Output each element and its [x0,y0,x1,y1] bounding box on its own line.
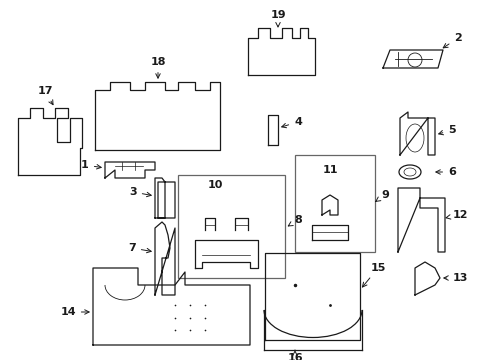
Text: 18: 18 [150,57,166,78]
Text: 15: 15 [363,263,386,287]
Text: 1: 1 [81,160,101,170]
Text: 4: 4 [282,117,302,128]
Bar [178,175,285,278]
Text: 3: 3 [129,187,151,197]
Bar [295,155,375,252]
Text: 7: 7 [128,243,151,253]
Text: 5: 5 [439,125,456,135]
Text: 2: 2 [443,33,462,48]
Text: 14: 14 [60,307,89,317]
Text: 19: 19 [270,10,286,27]
Text: 12: 12 [446,210,468,220]
Text: 16: 16 [287,350,303,360]
Text: 17: 17 [37,86,53,105]
Text: 11: 11 [322,165,338,175]
Text: 10: 10 [207,180,222,190]
Text: 13: 13 [444,273,467,283]
Text: 8: 8 [288,215,302,226]
Text: 6: 6 [436,167,456,177]
Text: 9: 9 [376,190,389,202]
